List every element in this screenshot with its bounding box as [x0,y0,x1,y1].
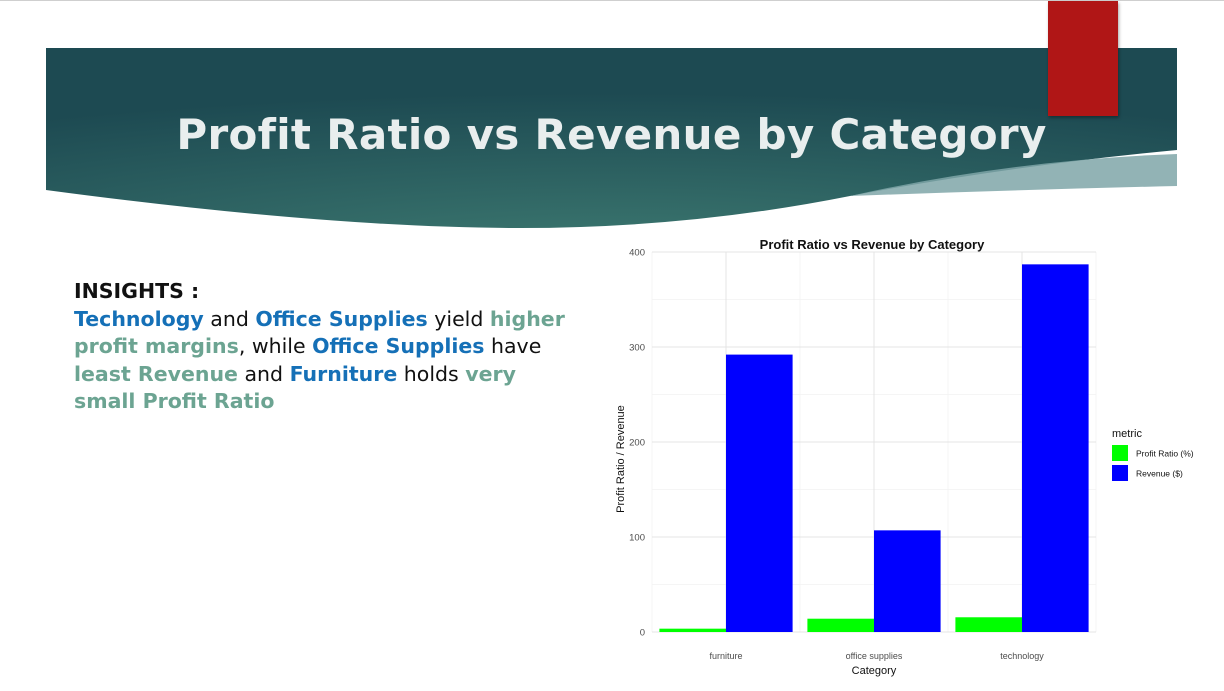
insight-segment: Office Supplies [255,306,428,331]
bar-revenue [1022,264,1089,632]
insights-body: Technology and Office Supplies yield hig… [74,306,574,416]
x-tick-label: office supplies [846,651,903,661]
x-tick-label: technology [1000,651,1044,661]
insight-segment: yield [427,306,490,331]
bar-profit-ratio [807,618,874,632]
legend-label: Profit Ratio (%) [1136,449,1194,459]
banner-shape [46,48,1177,228]
y-tick-label: 100 [629,533,645,544]
bar-revenue [726,354,793,632]
y-tick-label: 200 [629,438,645,449]
legend-key [1112,445,1128,461]
profit-revenue-chart: 0 100 200 300 400 furniture office supplies tec… [615,237,1194,677]
insight-segment: least Revenue [74,361,238,386]
chart-title: Profit Ratio vs Revenue by Category [760,237,985,252]
insights-heading: INSIGHTS : [74,279,200,303]
legend-key [1112,465,1128,481]
slide-title: Profit Ratio vs Revenue by Category [176,110,1047,159]
insight-segment: very small Profit Ratio [74,361,516,414]
x-axis-label: Category [852,665,897,677]
insight-segment: Office Supplies [312,334,485,358]
insight-segment: holds [397,361,466,386]
x-tick-label: furniture [709,651,742,661]
bar-revenue [874,530,941,632]
bar-profit-ratio [659,628,726,632]
legend-label: Revenue ($) [1136,469,1183,479]
insight-segment: higher profit margins [74,306,565,359]
legend-title: metric [1112,428,1142,440]
banner-swoosh [850,154,1177,196]
insight-segment: Furniture [289,361,398,386]
y-tick-label: 0 [640,628,645,639]
bar-profit-ratio [955,617,1022,632]
y-tick-label: 300 [629,343,645,354]
insight-segment: have [484,334,542,358]
y-tick-label: 400 [629,248,645,259]
accent-ribbon [1048,1,1118,116]
title-banner [46,48,1177,228]
insights-text: INSIGHTS : Technology and Office Supplie… [74,278,574,416]
insight-segment: , while [238,334,313,358]
insight-segment: and [237,361,290,386]
y-axis-label: Profit Ratio / Revenue [615,405,627,513]
insight-segment: and [203,306,256,331]
insight-segment: Technology [74,306,204,331]
top-rule [0,0,1224,1]
